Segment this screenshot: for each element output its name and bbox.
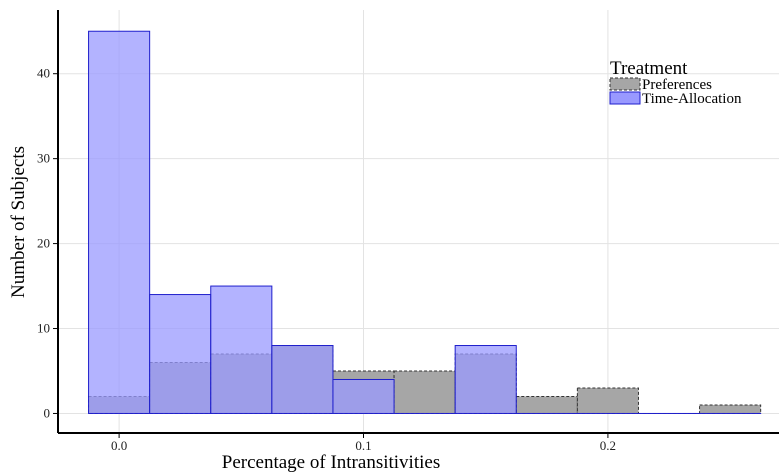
bar-time-allocation-0: [88, 30, 151, 414]
time-allocation-bars: [88, 30, 762, 414]
y-tick-label-3: 30: [37, 151, 50, 166]
bar-preferences-5: [393, 370, 456, 414]
y-tick-label-2: 20: [37, 236, 50, 251]
bar-time-allocation-1: [149, 294, 212, 414]
bar-preferences-10: [699, 404, 762, 414]
bar-preferences-7: [515, 395, 578, 414]
y-tick-label-4: 40: [37, 66, 50, 81]
x-axis-title: Percentage of Intransitivities: [222, 452, 440, 472]
legend-label-preferences: Preferences: [642, 77, 712, 93]
x-tick-label-1: 0.1: [355, 438, 371, 453]
y-tick-label-0: 0: [44, 405, 51, 420]
legend-title: Treatment: [610, 58, 688, 79]
legend: Treatment Preferences Time-Allocation: [609, 58, 742, 107]
y-axis-title: Number of Subjects: [8, 146, 29, 298]
axes: [57, 10, 779, 434]
legend-key-preferences: [609, 77, 641, 91]
x-tick-label-2: 0.2: [600, 438, 616, 453]
x-ticks: 0.0 0.1 0.2: [111, 433, 616, 453]
x-tick-label-0: 0.0: [111, 438, 127, 453]
y-tick-label-1: 10: [37, 321, 50, 336]
y-ticks: 0 10 20 30 40: [37, 66, 58, 420]
legend-label-time-allocation: Time-Allocation: [642, 91, 742, 107]
bar-time-allocation-4: [332, 378, 395, 414]
bar-time-allocation-3: [271, 345, 334, 414]
bar-preferences-8: [576, 387, 639, 414]
bar-time-allocation-6: [454, 345, 517, 414]
bar-time-allocation-2: [210, 285, 273, 414]
legend-key-time-allocation: [609, 91, 641, 105]
